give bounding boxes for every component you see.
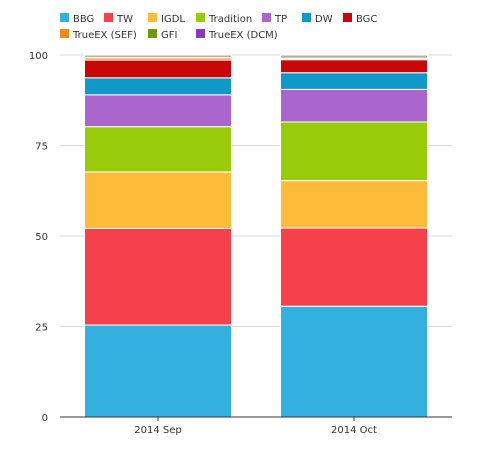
legend-label: GFI [161, 30, 177, 41]
bar-stack [281, 55, 428, 417]
legend-item[interactable]: DW [302, 13, 333, 25]
legend-item[interactable]: TrueEX (DCM) [196, 29, 278, 41]
bar-segment[interactable] [281, 55, 428, 58]
bar-segment[interactable] [85, 60, 232, 78]
bar-segment[interactable] [85, 228, 232, 325]
bar-segment[interactable] [85, 172, 232, 228]
legend-label: BBG [73, 14, 94, 25]
bar-stack [85, 55, 232, 417]
bar-segment[interactable] [85, 95, 232, 127]
legend-label: TP [274, 14, 287, 25]
legend-swatch [148, 29, 157, 38]
bar-segment[interactable] [281, 306, 428, 417]
legend-item[interactable]: TW [104, 13, 133, 25]
legend-label: IGDL [161, 14, 185, 25]
legend-label: BGC [356, 14, 377, 25]
y-tick-label: 75 [35, 142, 48, 153]
bar-segment[interactable] [281, 60, 428, 73]
legend-item[interactable]: IGDL [148, 13, 185, 25]
bar-segment[interactable] [281, 122, 428, 181]
legend-item[interactable]: BGC [343, 13, 377, 25]
y-tick-label: 50 [35, 232, 48, 243]
bar-segment[interactable] [281, 89, 428, 122]
legend-swatch [196, 29, 205, 38]
legend-swatch [343, 13, 352, 22]
bar-segment[interactable] [281, 73, 428, 90]
legend-label: TrueEX (SEF) [72, 30, 137, 41]
legend-label: TrueEX (DCM) [208, 30, 278, 41]
legend-swatch [148, 13, 157, 22]
bar-segment[interactable] [85, 78, 232, 95]
y-tick-label: 25 [35, 323, 48, 334]
legend: BBG TW IGDL Tradition TP DW BGC TrueEX (SEF) GFI… [60, 13, 377, 41]
bar-segment[interactable] [281, 181, 428, 228]
legend-item[interactable]: TrueEX (SEF) [60, 29, 137, 41]
y-tick-label: 0 [42, 413, 48, 424]
legend-swatch [196, 13, 205, 22]
legend-swatch [262, 13, 271, 22]
legend-swatch [60, 29, 69, 38]
bar-segment[interactable] [85, 55, 232, 58]
legend-item[interactable]: Tradition [196, 13, 252, 25]
legend-swatch [104, 13, 113, 22]
bar-segment[interactable] [85, 127, 232, 172]
bar-segment[interactable] [281, 228, 428, 306]
legend-item[interactable]: GFI [148, 29, 177, 41]
legend-label: DW [315, 14, 333, 25]
x-tick-label: 2014 Sep [134, 425, 181, 436]
legend-item[interactable]: TP [262, 13, 287, 25]
legend-label: Tradition [208, 14, 252, 25]
y-tick-label: 100 [29, 51, 48, 62]
legend-item[interactable]: BBG [60, 13, 94, 25]
legend-swatch [60, 13, 69, 22]
legend-label: TW [116, 14, 133, 25]
bar-segment[interactable] [85, 325, 232, 417]
x-tick-label: 2014 Oct [331, 425, 377, 436]
legend-swatch [302, 13, 311, 22]
